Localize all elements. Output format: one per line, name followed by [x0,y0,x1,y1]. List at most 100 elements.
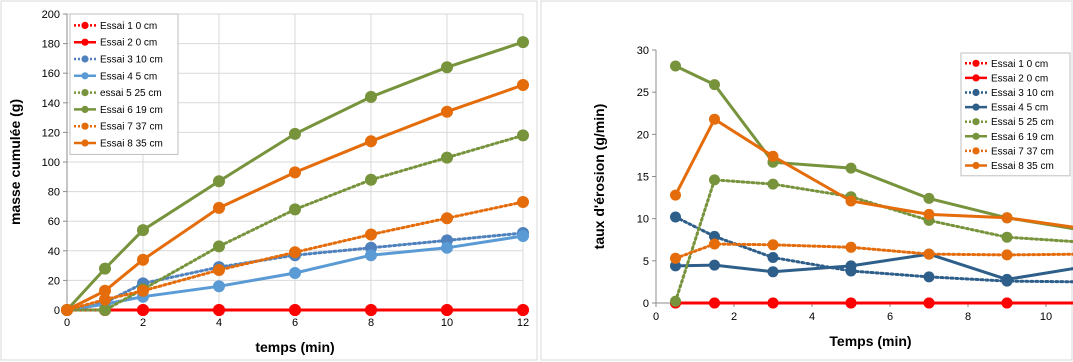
x-axis-title: Temps (min) [829,333,911,349]
data-point [289,127,301,140]
data-point [213,264,225,276]
data-point [365,90,377,103]
data-point [517,230,529,242]
legend: Essai 1 0 cm Essai 2 0 cm Essai 3 10 cm Ess… [960,52,1071,177]
x-tick-label: 2 [140,317,146,329]
legend: Essai 1 0 cm Essai 2 0 cm Essai 3 10 cm Ess… [69,13,179,155]
data-point [441,105,453,118]
data-point [137,224,149,237]
data-point [365,135,377,148]
legend-label: Essai 8 35 cm [991,161,1054,172]
x-axis-title: temps (min) [255,339,334,355]
legend-swatch-marker [81,89,89,97]
data-point [845,162,857,174]
legend-label: Essai 6 19 cm [991,132,1054,143]
data-point [670,60,681,72]
x-tick-label: 6 [887,311,893,323]
x-tick-label: 2 [731,311,737,323]
series-6 [61,196,529,316]
data-point [289,166,301,179]
legend-swatch-marker [81,55,89,63]
data-point [1001,212,1013,224]
data-point [289,203,301,216]
data-point [289,246,301,259]
legend-swatch-marker [81,38,89,46]
legend-swatch-marker [972,118,980,126]
x-tick-label: 8 [368,317,374,329]
x-tick-label: 4 [216,317,222,329]
data-point [670,252,681,264]
data-point [670,211,681,223]
data-point [365,249,377,262]
data-point [767,252,779,263]
data-point [137,304,149,316]
x-tick-label: 8 [965,311,971,323]
legend-swatch-marker [81,105,89,113]
data-point [709,238,720,250]
legend-swatch-marker [972,161,980,170]
data-point [1001,297,1013,309]
y-tick-label: 60 [48,216,60,228]
legend-swatch-marker [81,122,89,130]
legend-label: Essai 5 25 cm [991,117,1054,128]
data-point [137,284,149,297]
data-point [365,228,377,241]
data-point [845,195,857,207]
series-6 [670,238,1073,264]
legend-label: Essai 7 37 cm [991,146,1054,157]
series-7 [670,113,1073,229]
data-point [767,178,779,190]
legend-swatch-marker [972,59,980,67]
data-point [517,196,529,208]
legend-label: Essai 7 37 cm [100,122,163,133]
data-point [845,260,857,272]
data-point [923,208,935,220]
data-point [709,113,720,125]
y-tick-label: 30 [637,45,649,57]
cumulative-mass-chart: 0 2 4 6 8 10 12020406080100120140160180200temp… [0,0,538,361]
data-point [923,297,935,309]
legend-swatch-marker [972,74,980,82]
data-point [99,293,111,306]
x-tick-label: 0 [64,317,70,329]
legend-label: Essai 4 5 cm [100,71,157,82]
data-point [289,267,301,279]
series-7 [61,79,529,316]
series-5 [61,36,529,316]
y-tick-label: 80 [48,187,60,199]
legend-swatch-marker [81,72,89,80]
data-point [213,175,225,188]
data-point [845,297,857,309]
data-point [365,173,377,186]
legend-label: Essai 2 0 cm [991,73,1048,84]
data-point [670,189,681,201]
series-line [65,200,525,312]
x-tick-label: 0 [653,311,659,323]
data-point [61,304,73,316]
legend-label: Essai 3 10 cm [991,88,1054,99]
legend-box [69,13,179,155]
y-tick-label: 120 [42,127,60,139]
legend-label: Essai 6 19 cm [100,105,163,116]
y-tick-label: 40 [48,246,60,258]
y-axis-title: taux d'érosion (g/min) [591,104,607,250]
data-point [99,304,111,316]
data-point [441,151,453,164]
data-point [441,61,453,74]
y-tick-label: 25 [637,87,649,99]
data-point [213,240,225,253]
data-point [213,201,225,214]
y-tick-label: 20 [48,275,60,287]
data-point [517,79,529,91]
x-tick-label: 12 [517,317,529,329]
legend-label: Essai 8 35 cm [100,139,163,150]
y-tick-label: 200 [42,9,60,21]
data-point [289,304,301,316]
y-tick-label: 140 [42,98,60,110]
data-point [517,36,529,49]
legend-label: Essai 1 0 cm [100,21,157,32]
legend-swatch-marker [81,21,89,29]
data-point [767,239,779,251]
legend-label: essai 5 25 cm [100,88,162,99]
data-point [517,304,529,316]
